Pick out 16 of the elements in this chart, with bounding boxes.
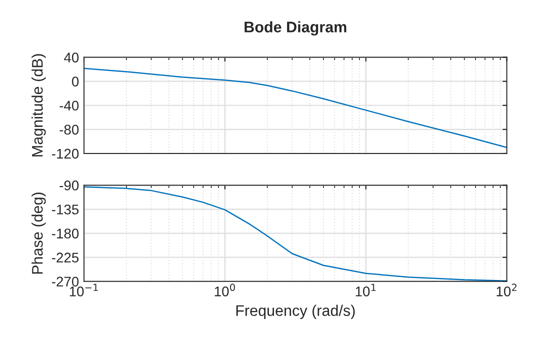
y-tick-label: -180 xyxy=(52,228,79,238)
y-axis-title: Phase (deg) xyxy=(32,192,46,274)
x-tick-label: 10$^{0}$ xyxy=(214,284,235,296)
x-axis-title: Frequency (rad/s) xyxy=(236,304,355,319)
y-axis-title: Magnitude (dB) xyxy=(32,54,46,156)
y-tick-label: -40 xyxy=(60,100,79,111)
y-tick-label: -120 xyxy=(52,148,79,159)
x-tick-label: 10$^{1}$ xyxy=(356,284,376,296)
y-tick-label: 40 xyxy=(64,52,79,62)
y-tick-label: -135 xyxy=(52,204,79,214)
y-tick-label: -90 xyxy=(60,180,79,190)
y-tick-label: 0 xyxy=(72,76,79,87)
y-tick-label: -225 xyxy=(52,252,79,263)
chart-title: Bode Diagram xyxy=(244,21,346,36)
x-tick-label: 10$^{2}$ xyxy=(496,284,516,296)
y-tick-label: -80 xyxy=(60,124,79,135)
